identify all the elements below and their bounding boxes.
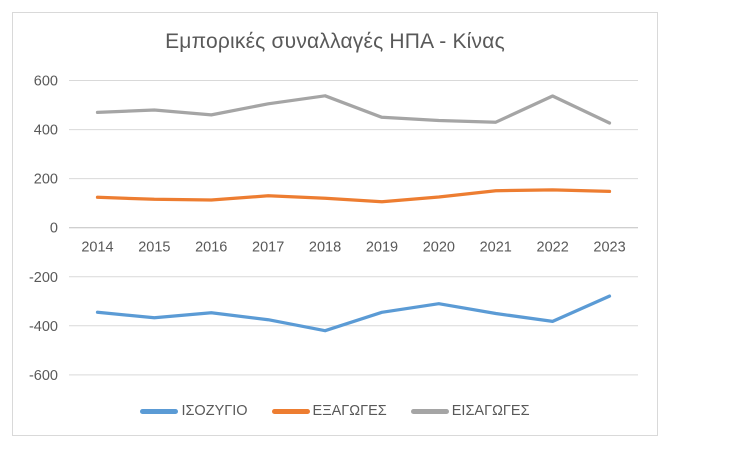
- legend-label-isozygio: ΙΣΟΖΥΓΙΟ: [181, 403, 248, 419]
- y-tick-label: 600: [34, 74, 58, 90]
- chart-container: Εμπορικές συναλλαγές ΗΠΑ - Κίνας 600 400 2…: [12, 12, 658, 436]
- x-tick-label: 2019: [366, 240, 398, 256]
- x-tick-label: 2016: [195, 240, 227, 256]
- x-tick-label: 2022: [537, 240, 569, 256]
- x-tick-label: 2023: [593, 240, 625, 256]
- x-tick-label: 2017: [252, 240, 284, 256]
- legend-item-exagoges: ΕΞΑΓΩΓΕΣ: [271, 403, 387, 419]
- x-tick-label: 2014: [81, 240, 113, 256]
- y-tick-label: -600: [29, 368, 58, 384]
- x-tick-label: 2020: [423, 240, 455, 256]
- plot-area: 600 400 200 0 -200 -400 -600 2014 2015 2016 2017 20…: [29, 74, 638, 384]
- series-line-2: [95, 94, 612, 125]
- y-tick-label: 400: [34, 123, 58, 139]
- y-tick-label: -400: [29, 319, 58, 335]
- legend-line-swatch-blue: [140, 408, 179, 414]
- legend-label-exagoges: ΕΞΑΓΩΓΕΣ: [312, 403, 387, 419]
- x-tick-label: 2018: [309, 240, 341, 256]
- series-line-0: [95, 294, 612, 333]
- y-tick-label: 200: [34, 172, 58, 188]
- legend-item-eisagoges: ΕΙΣΑΓΩΓΕΣ: [410, 403, 530, 419]
- series-line-1: [95, 188, 612, 204]
- legend-line-swatch-gray: [410, 408, 449, 414]
- legend: ΙΣΟΖΥΓΙΟ ΕΞΑΓΩΓΕΣ ΕΙΣΑΓΩΓΕΣ: [13, 401, 657, 421]
- x-tick-label: 2021: [480, 240, 512, 256]
- y-tick-label: -200: [29, 270, 58, 286]
- chart-title: Εμπορικές συναλλαγές ΗΠΑ - Κίνας: [165, 30, 505, 53]
- legend-line-swatch-orange: [271, 408, 310, 414]
- legend-item-isozygio: ΙΣΟΖΥΓΙΟ: [140, 403, 248, 419]
- x-tick-label: 2015: [138, 240, 170, 256]
- y-tick-label: 0: [50, 221, 58, 237]
- legend-label-eisagoges: ΕΙΣΑΓΩΓΕΣ: [451, 403, 530, 419]
